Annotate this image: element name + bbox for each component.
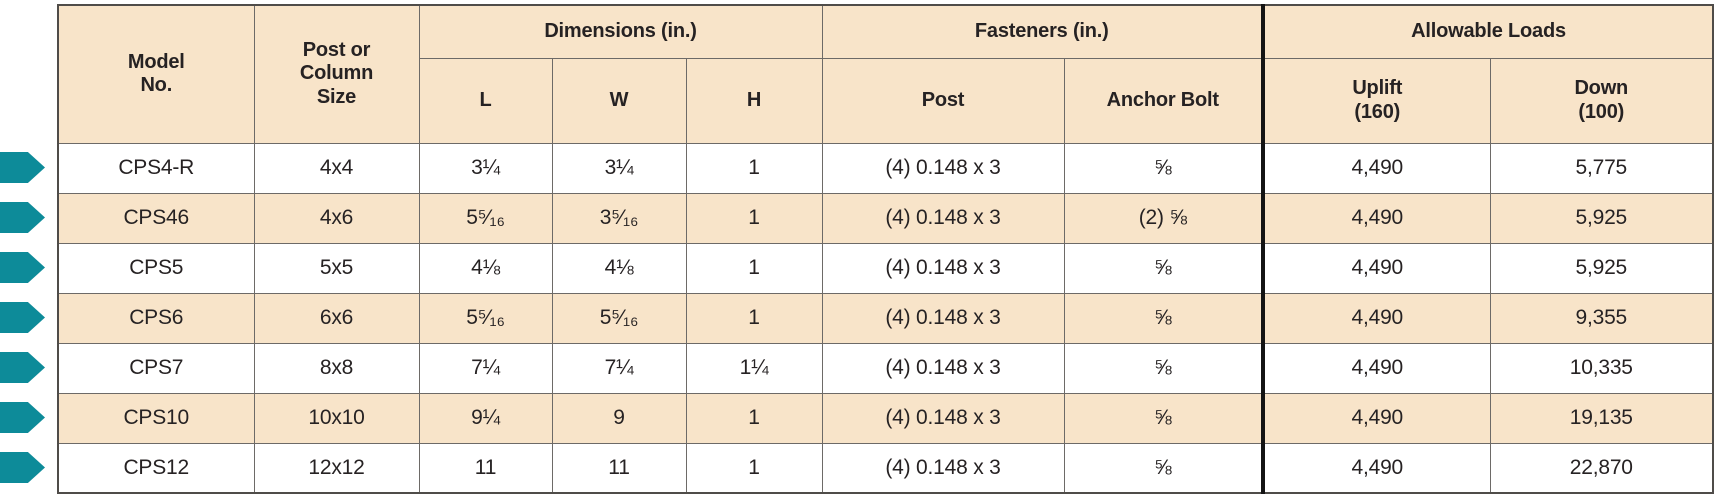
cell-dim-l: 7¼ [418, 342, 553, 394]
cell-size: 6x6 [253, 292, 420, 344]
header-model-no: Model No. [57, 4, 255, 144]
row-marker-arrow-icon [0, 352, 45, 383]
cell-fastener-post: (4) 0.148 x 3 [821, 392, 1065, 444]
cell-dim-h: 1 [685, 142, 823, 194]
row-marker-arrow-icon [0, 252, 45, 283]
cell-fastener-post: (4) 0.148 x 3 [821, 192, 1065, 244]
cell-fastener-post: (4) 0.148 x 3 [821, 292, 1065, 344]
cell-dim-l: 9¼ [418, 392, 553, 444]
cell-fastener-post: (4) 0.148 x 3 [821, 242, 1065, 294]
cell-dim-w: 3¼ [551, 142, 687, 194]
header-group-allowable-loads: Allowable Loads [1261, 4, 1714, 59]
cell-down: 5,925 [1489, 242, 1714, 294]
cell-dim-w: 9 [551, 392, 687, 444]
row-marker-arrow-icon [0, 402, 45, 433]
cell-dim-h: 1 [685, 192, 823, 244]
cell-size: 12x12 [253, 442, 420, 494]
table-row-cps46: CPS46 4x6 5⁵⁄₁₆ 3⁵⁄₁₆ 1 (4) 0.148 x 3 (2… [57, 192, 1714, 244]
cell-dim-h: 1 [685, 242, 823, 294]
table-row-cps12: CPS12 12x12 11 11 1 (4) 0.148 x 3 ⅝ 4,49… [57, 442, 1714, 494]
cell-down: 19,135 [1489, 392, 1714, 444]
header-group-dimensions: Dimensions (in.) [418, 4, 823, 59]
cell-down: 5,775 [1489, 142, 1714, 194]
cell-anchor-bolt: ⅝ [1063, 292, 1264, 344]
cell-down: 5,925 [1489, 192, 1714, 244]
cell-uplift: 4,490 [1261, 342, 1491, 394]
cell-dim-w: 11 [551, 442, 687, 494]
cell-dim-h: 1 [685, 442, 823, 494]
row-marker-arrow-icon [0, 302, 45, 333]
cell-dim-w: 4⅛ [551, 242, 687, 294]
cell-model: CPS7 [57, 342, 255, 394]
header-uplift-160: Uplift (160) [1261, 57, 1491, 144]
cell-fastener-post: (4) 0.148 x 3 [821, 142, 1065, 194]
header-dim-l: L [418, 57, 553, 144]
cell-model: CPS4-R [57, 142, 255, 194]
cell-model: CPS6 [57, 292, 255, 344]
cell-anchor-bolt: (2) ⅝ [1063, 192, 1264, 244]
cell-model: CPS10 [57, 392, 255, 444]
cell-anchor-bolt: ⅝ [1063, 442, 1264, 494]
cell-dim-l: 11 [418, 442, 553, 494]
cell-size: 10x10 [253, 392, 420, 444]
cell-anchor-bolt: ⅝ [1063, 342, 1264, 394]
cell-uplift: 4,490 [1261, 392, 1491, 444]
header-post-or-column-size: Post or Column Size [253, 4, 420, 144]
header-fastener-post: Post [821, 57, 1065, 144]
table-row-cps10: CPS10 10x10 9¼ 9 1 (4) 0.148 x 3 ⅝ 4,490… [57, 392, 1714, 444]
cell-dim-w: 3⁵⁄₁₆ [551, 192, 687, 244]
row-marker-arrow-icon [0, 152, 45, 183]
header-down-100: Down (100) [1489, 57, 1714, 144]
header-dim-w: W [551, 57, 687, 144]
cell-anchor-bolt: ⅝ [1063, 242, 1264, 294]
load-spec-table: Model No. Post or Column Size Dimensions… [57, 4, 1714, 494]
cell-down: 22,870 [1489, 442, 1714, 494]
header-fastener-anchor-bolt: Anchor Bolt [1063, 57, 1264, 144]
cell-dim-w: 5⁵⁄₁₆ [551, 292, 687, 344]
cell-fastener-post: (4) 0.148 x 3 [821, 442, 1065, 494]
table-row-cps6: CPS6 6x6 5⁵⁄₁₆ 5⁵⁄₁₆ 1 (4) 0.148 x 3 ⅝ 4… [57, 292, 1714, 344]
cell-anchor-bolt: ⅝ [1063, 392, 1264, 444]
cell-down: 9,355 [1489, 292, 1714, 344]
table-row-cps5: CPS5 5x5 4⅛ 4⅛ 1 (4) 0.148 x 3 ⅝ 4,490 5… [57, 242, 1714, 294]
cell-dim-w: 7¼ [551, 342, 687, 394]
table-row-cps4-r: CPS4-R 4x4 3¼ 3¼ 1 (4) 0.148 x 3 ⅝ 4,490… [57, 142, 1714, 194]
cell-uplift: 4,490 [1261, 242, 1491, 294]
cell-uplift: 4,490 [1261, 442, 1491, 494]
header-dim-h: H [685, 57, 823, 144]
cell-dim-h: 1 [685, 292, 823, 344]
table-row-cps7: CPS7 8x8 7¼ 7¼ 1¼ (4) 0.148 x 3 ⅝ 4,490 … [57, 342, 1714, 394]
cell-size: 4x4 [253, 142, 420, 194]
header-group-fasteners: Fasteners (in.) [821, 4, 1264, 59]
cell-size: 5x5 [253, 242, 420, 294]
row-marker-arrow-icon [0, 452, 45, 483]
header-group-row: Model No. Post or Column Size Dimensions… [57, 4, 1714, 144]
cell-dim-h: 1¼ [685, 342, 823, 394]
cell-uplift: 4,490 [1261, 142, 1491, 194]
cell-dim-l: 5⁵⁄₁₆ [418, 192, 553, 244]
cell-model: CPS12 [57, 442, 255, 494]
cell-dim-h: 1 [685, 392, 823, 444]
header-sub-row: L W H Post Anchor Bolt Uplift (160) Down… [58, 57, 1714, 144]
cell-model: CPS5 [57, 242, 255, 294]
cell-fastener-post: (4) 0.148 x 3 [821, 342, 1065, 394]
cell-size: 8x8 [253, 342, 420, 394]
cell-uplift: 4,490 [1261, 292, 1491, 344]
cell-model: CPS46 [57, 192, 255, 244]
cell-dim-l: 4⅛ [418, 242, 553, 294]
cell-dim-l: 3¼ [418, 142, 553, 194]
cell-uplift: 4,490 [1261, 192, 1491, 244]
cell-down: 10,335 [1489, 342, 1714, 394]
cell-anchor-bolt: ⅝ [1063, 142, 1264, 194]
cell-size: 4x6 [253, 192, 420, 244]
row-marker-arrow-icon [0, 202, 45, 233]
cell-dim-l: 5⁵⁄₁₆ [418, 292, 553, 344]
